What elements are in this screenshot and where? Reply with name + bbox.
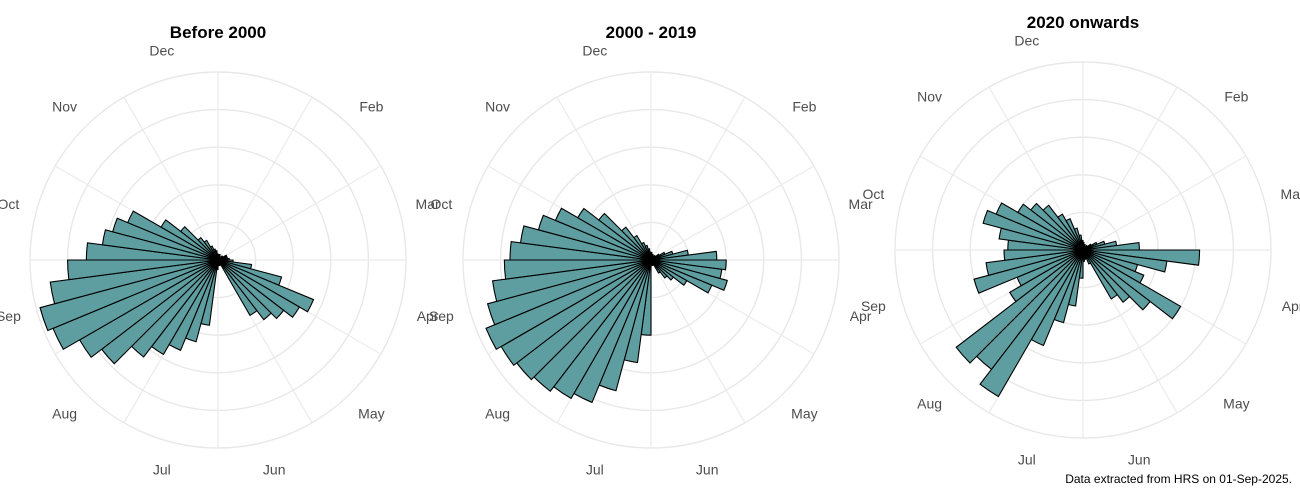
bar [1082, 249, 1119, 300]
polar-panel: 2020 onwards Feb Mar Apr May Jun Jul Aug Sep Oct N… [861, 13, 1300, 468]
data-source-caption: Data extracted from HRS on 01-Sep-2025. [1065, 472, 1292, 486]
month-label: Nov [917, 89, 942, 105]
month-label: Oct [0, 196, 19, 212]
month-label: May [791, 405, 817, 421]
bar [620, 226, 652, 261]
month-label: Nov [485, 99, 510, 115]
bar [1065, 218, 1084, 251]
bar [126, 210, 219, 261]
bar [67, 259, 219, 281]
month-label: Apr [1282, 298, 1300, 314]
bar [1003, 249, 1084, 261]
month-label: Sep [0, 308, 21, 324]
bar [486, 259, 652, 326]
bar [973, 249, 1084, 294]
bar [197, 236, 219, 261]
polar-panel: 2000 - 2019 Feb Mar Apr May Jun Jul Aug Sep Oct No… [429, 23, 873, 478]
bar [1082, 249, 1151, 311]
bar [1082, 249, 1131, 303]
panel-title: 2000 - 2019 [606, 23, 697, 42]
month-label: May [1223, 395, 1249, 411]
bar [955, 249, 1084, 364]
panel-title: Before 2000 [170, 23, 266, 42]
month-label: Mar [849, 196, 873, 212]
month-label: Sep [861, 298, 886, 314]
month-label: Jul [153, 462, 171, 478]
bar [1081, 240, 1084, 251]
month-label: Apr [850, 308, 872, 324]
grid-spoke [556, 96, 652, 261]
month-label: Mar [1281, 186, 1300, 202]
grid-spoke [1082, 86, 1178, 251]
bar [1030, 202, 1084, 251]
month-label: Feb [1224, 89, 1248, 105]
month-label: Oct [431, 196, 453, 212]
bar [1082, 249, 1182, 320]
bar [554, 207, 652, 261]
bar [217, 259, 315, 313]
bar [216, 253, 219, 261]
grid-spoke [1082, 155, 1247, 251]
month-label: Aug [52, 405, 77, 421]
month-label: Feb [359, 99, 383, 115]
bar [217, 259, 285, 320]
bar [217, 259, 301, 318]
bar [217, 259, 272, 321]
bar [1073, 227, 1084, 251]
month-label: Jun [263, 462, 286, 478]
month-label: Apr [417, 308, 439, 324]
month-label: Aug [917, 395, 942, 411]
bar [491, 259, 652, 303]
bar [633, 234, 652, 261]
month-label: Jul [1018, 452, 1036, 468]
panel-title: 2020 onwards [1027, 13, 1139, 32]
month-label: Aug [485, 405, 510, 421]
month-label: Jul [586, 462, 604, 478]
bar [1057, 213, 1084, 251]
month-label: Feb [792, 99, 816, 115]
grid-spoke [217, 96, 313, 261]
month-label: Jun [696, 462, 719, 478]
polar-panel: Before 2000 Feb Mar Apr May Jun Jul Aug Sep Oct No… [0, 23, 440, 478]
bar [979, 249, 1084, 398]
grid-spoke [650, 165, 815, 261]
bar [1017, 203, 1084, 251]
bar [995, 202, 1084, 251]
bar [179, 225, 219, 261]
bar [217, 259, 258, 317]
bar [1008, 249, 1084, 303]
grid-spoke [123, 96, 219, 261]
bar [485, 259, 652, 351]
bar [160, 219, 219, 261]
grid-spoke [650, 259, 746, 424]
bar [503, 259, 652, 280]
bar [49, 259, 219, 305]
bar [39, 259, 219, 332]
month-label: Oct [863, 186, 885, 202]
month-label: Dec [1014, 32, 1039, 48]
bar [1042, 204, 1084, 251]
grid-spoke [650, 96, 746, 261]
month-label: May [358, 405, 384, 421]
month-label: Dec [582, 42, 607, 58]
bar [598, 212, 652, 261]
bar [985, 249, 1084, 276]
bar [649, 251, 652, 261]
bar [576, 207, 652, 261]
month-label: Dec [149, 42, 174, 58]
month-label: Sep [429, 308, 454, 324]
month-label: Jun [1128, 452, 1151, 468]
month-label: Mar [416, 196, 440, 212]
month-label: Nov [52, 99, 77, 115]
grid-spoke [217, 165, 382, 261]
